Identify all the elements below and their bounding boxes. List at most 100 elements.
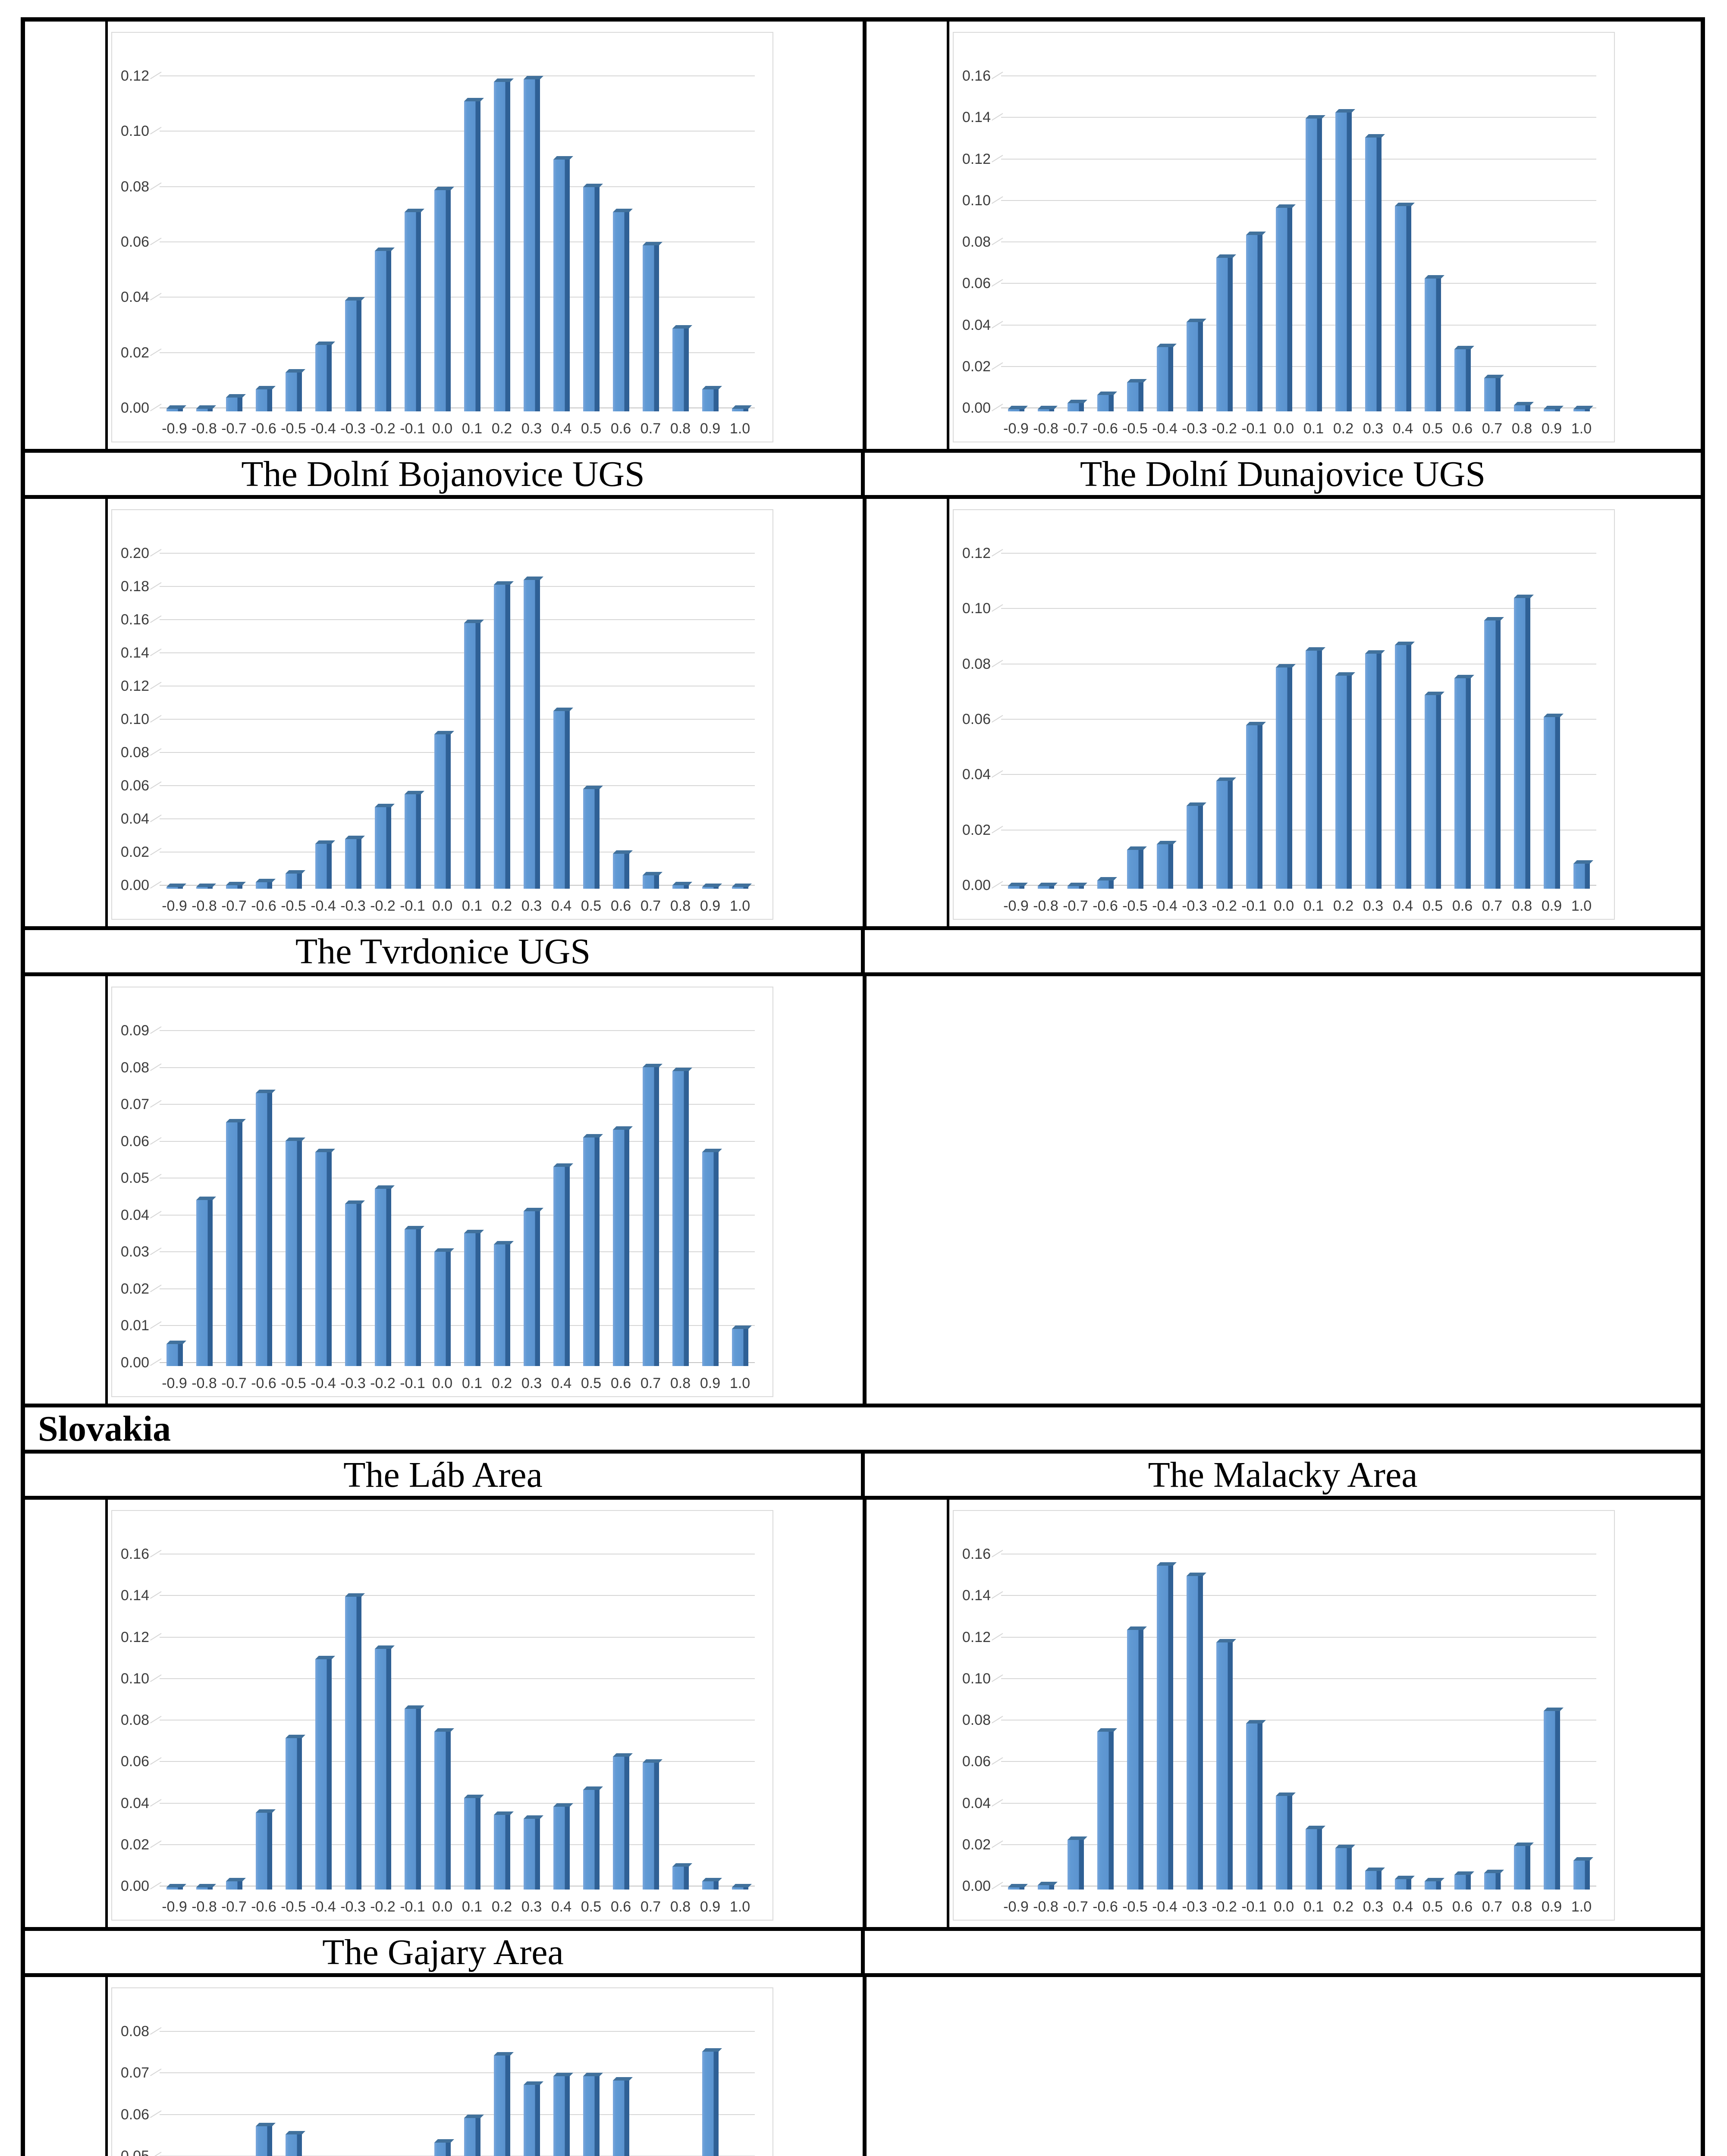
gridline-leader [150, 881, 162, 889]
histogram-bar [642, 875, 659, 889]
histogram-bar [374, 1189, 391, 1366]
y-axis-tick-label: 0.10 [962, 192, 991, 209]
x-axis-tick-label: 0.3 [1363, 1899, 1384, 1915]
x-axis-tick-label: -0.4 [311, 420, 336, 437]
x-axis-tick-label: 0.8 [1511, 898, 1532, 914]
histogram-bar [464, 101, 480, 411]
caption-row-3: The Láb Area The Malacky Area [25, 1454, 1701, 1500]
histogram-bar [196, 887, 213, 889]
x-axis-tick-label: -0.5 [281, 898, 306, 914]
gridline-leader [150, 1550, 162, 1557]
y-axis-tick-label: 0.08 [120, 744, 149, 761]
histogram-bar [1127, 1630, 1143, 1890]
gridline-leader [150, 1026, 162, 1034]
caption-row-1: The Dolní Bojanovice UGS The Dolní Dunaj… [25, 453, 1701, 499]
x-axis-tick-label: 0.6 [1452, 420, 1473, 437]
x-axis-tick-label: 0.0 [1273, 420, 1294, 437]
histogram-bar [1275, 208, 1292, 411]
histogram-bar [434, 1732, 451, 1890]
histogram-bar [1365, 653, 1382, 889]
histogram-bar [166, 1344, 183, 1366]
gridline-leader [150, 238, 162, 245]
histogram-bar [1305, 1829, 1322, 1890]
y-axis-tick-label: 0.06 [120, 234, 149, 250]
histogram-bar [404, 212, 421, 411]
gridline-leader [150, 72, 162, 79]
gridline [992, 196, 1596, 204]
gridline-leader [150, 815, 162, 822]
y-axis-tick-label: 0.10 [962, 1670, 991, 1687]
y-axis-tick-label: 0.20 [120, 545, 149, 561]
x-axis-tick-label: -0.2 [370, 1375, 396, 1391]
y-axis-tick-label: 0.00 [962, 400, 991, 416]
x-axis-tick-label: -0.3 [1182, 1899, 1207, 1915]
histogram-bar [1037, 409, 1054, 411]
y-axis-tick-label: 0.12 [962, 150, 991, 167]
y-axis-tick-label: 0.12 [120, 1629, 149, 1645]
histogram-bar [1216, 257, 1233, 411]
x-axis-tick-label: 0.4 [1392, 420, 1413, 437]
gridline-leader [992, 549, 1003, 557]
x-axis-tick-label: 0.2 [491, 420, 512, 437]
x-axis-tick-label: 0.9 [700, 420, 721, 437]
gridline-leader [150, 1247, 162, 1256]
x-axis-tick-label: -0.9 [1003, 898, 1029, 914]
histogram-bar [493, 82, 510, 411]
gridline-leader [150, 1633, 162, 1641]
y-axis-tick-label: 0.02 [962, 821, 991, 838]
gridline [992, 770, 1596, 778]
histogram-bar [255, 1093, 272, 1366]
spacer-column [867, 499, 949, 926]
x-axis-tick-label: -0.2 [370, 1899, 396, 1915]
histogram-bar [493, 1244, 510, 1366]
caption-row-4: The Gajary Area [25, 1931, 1701, 1977]
gridline-leader [992, 320, 1003, 329]
empty-caption-cell [865, 930, 1701, 972]
x-axis-tick-label: 0.6 [610, 420, 631, 437]
x-axis-tick-label: 1.0 [1571, 420, 1592, 437]
gridline-leader [150, 2068, 162, 2076]
histogram-bar [404, 1229, 421, 1366]
histogram-bar [1454, 1875, 1471, 1890]
x-axis-tick-label: -0.5 [281, 420, 306, 437]
x-axis-tick-label: 0.3 [521, 420, 542, 437]
gridline-leader [992, 881, 1003, 889]
y-axis-tick-label: 0.00 [962, 1878, 991, 1894]
section-header-slovakia: Slovakia [38, 1408, 171, 1449]
x-axis-tick-label: -0.1 [1241, 898, 1267, 914]
x-axis-tick-label: 0.4 [551, 1375, 572, 1391]
y-axis-tick-label: 0.06 [120, 1753, 149, 1770]
caption-row-2: The Tvrdonice UGS [25, 930, 1701, 976]
x-axis-tick-label: -0.5 [1122, 898, 1148, 914]
x-axis-tick-label: -0.4 [1152, 1899, 1178, 1915]
histogram-bar [1008, 1887, 1024, 1890]
y-axis-tick-label: 0.08 [120, 178, 149, 195]
gridline-leader [150, 615, 162, 623]
x-axis-tick-label: 0.2 [1333, 898, 1354, 914]
x-axis-tick-label: 0.1 [1303, 420, 1324, 437]
gridline-leader [992, 196, 1003, 204]
gridline-leader [150, 748, 162, 756]
gridline-leader [150, 1137, 162, 1145]
histogram-bar [404, 794, 421, 889]
chart-row-4: 0.00 0.02 0.04 0.06 0.08 0.10 0.12 0.14 0.16 -0.9… [25, 1500, 1701, 1931]
y-axis-tick-label: 0.03 [120, 1244, 149, 1260]
x-axis-tick-label: 0.4 [1392, 898, 1413, 914]
histogram-bar [583, 2076, 600, 2156]
histogram-bar [255, 882, 272, 889]
histogram-bar [1097, 1732, 1114, 1890]
x-axis-tick-label: 0.9 [700, 898, 721, 914]
gridline-leader [992, 1591, 1003, 1599]
y-axis-tick-label: 0.14 [120, 1587, 149, 1604]
gridline-leader [992, 362, 1003, 370]
histogram-bar [732, 1329, 748, 1366]
histogram-bar [285, 1141, 302, 1366]
x-axis-tick-label: 0.3 [521, 1375, 542, 1391]
y-axis-tick-label: 0.01 [120, 1317, 149, 1334]
y-axis-tick-label: 0.16 [962, 1546, 991, 1562]
y-axis-tick-label: 0.04 [962, 1795, 991, 1811]
x-axis-tick-label: 0.8 [670, 1375, 691, 1391]
x-axis-tick-label: 0.9 [700, 1899, 721, 1915]
x-axis-tick-label: -0.9 [162, 1899, 187, 1915]
